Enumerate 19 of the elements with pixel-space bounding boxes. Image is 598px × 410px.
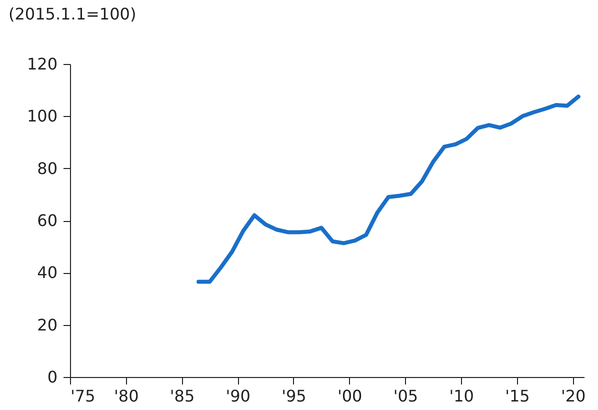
x-tick-label: '05	[393, 386, 418, 406]
y-axis-title: (2015.1.1=100)	[8, 4, 136, 24]
y-tick-label: 60	[37, 211, 58, 230]
line-series	[196, 94, 580, 284]
y-tick-label: 40	[37, 263, 58, 282]
x-tick-label: '80	[114, 386, 139, 406]
y-tick-label: 120	[26, 54, 58, 74]
x-tick-label: '10	[449, 386, 474, 406]
x-tick-label: '85	[170, 386, 195, 406]
y-tick-label: 80	[37, 158, 58, 178]
x-tick-label: '15	[505, 386, 530, 406]
x-tick-label: '90	[226, 386, 250, 406]
y-tick-label: 100	[26, 106, 58, 126]
x-tick-label: '95	[282, 386, 306, 406]
y-tick-label: 20	[37, 315, 58, 334]
x-tick-label: '20	[560, 386, 586, 406]
x-tick-label: '75	[70, 386, 96, 406]
x-tick-label: '00	[337, 386, 362, 406]
y-tick-label: 0	[47, 368, 58, 386]
